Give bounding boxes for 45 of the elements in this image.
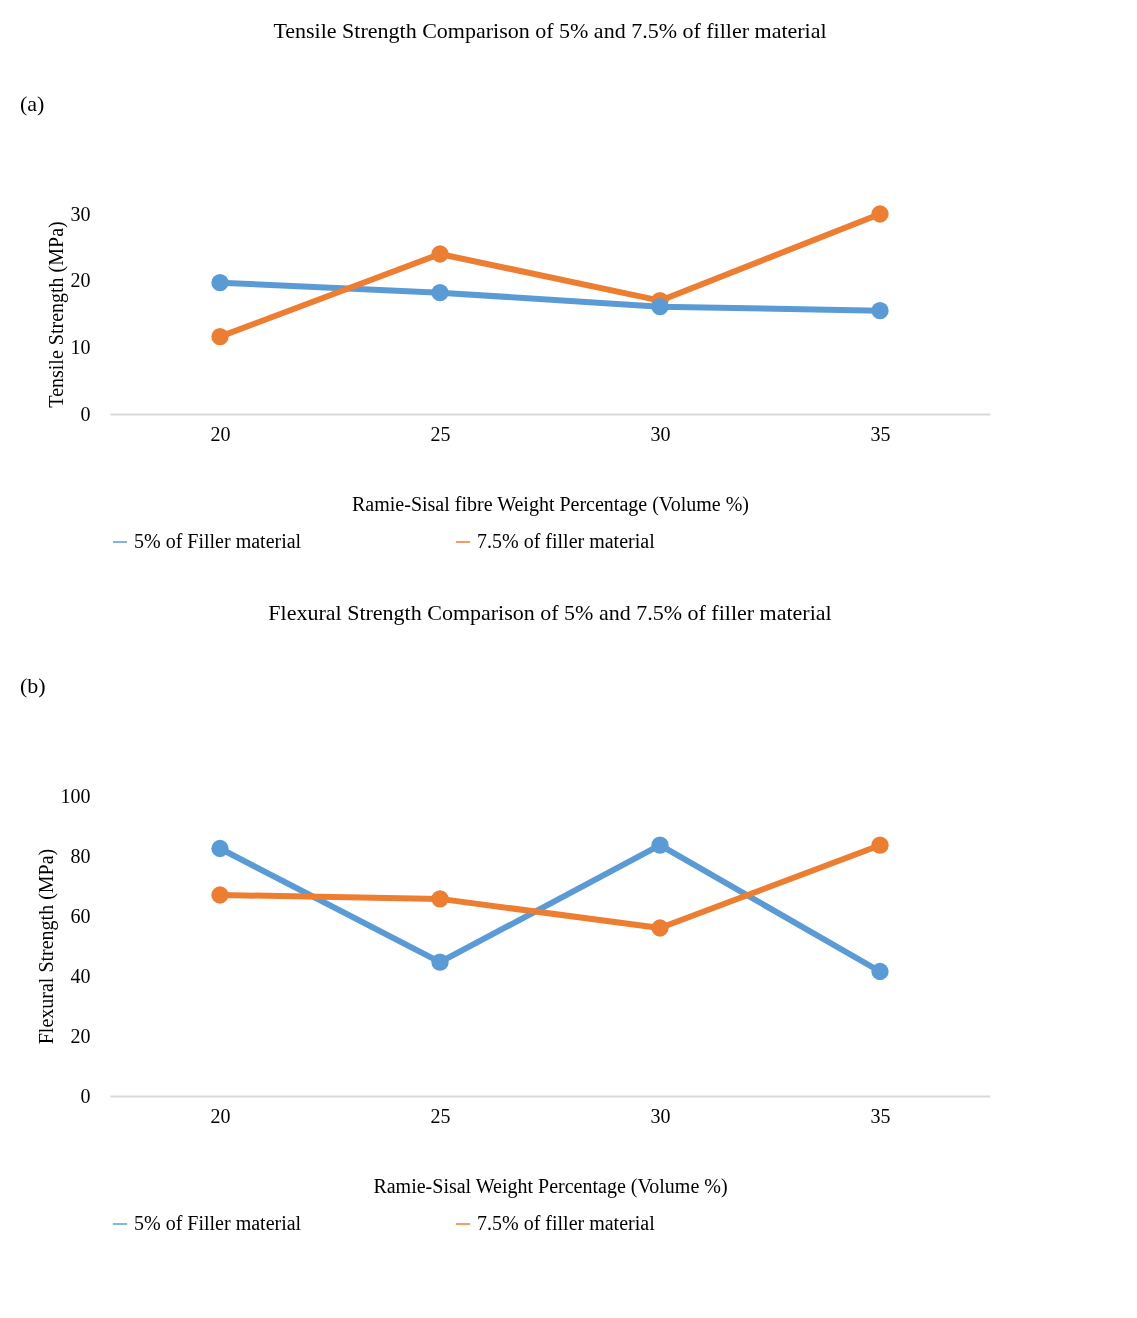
point	[431, 245, 449, 263]
point	[431, 890, 449, 908]
x-tick-label: 25	[430, 422, 451, 445]
legend-label: 5% of Filler material	[134, 1212, 302, 1234]
point	[871, 205, 889, 223]
y-tick-label: 0	[80, 1084, 91, 1107]
point	[871, 836, 889, 854]
point	[211, 839, 229, 858]
legend-label: 7.5% of filler material	[477, 1212, 656, 1234]
point	[211, 274, 229, 292]
y-tick-label: 80	[70, 844, 91, 867]
y-tick-label: 20	[70, 269, 91, 292]
y-tick-label: 30	[70, 202, 91, 225]
point	[651, 836, 669, 854]
point	[651, 919, 669, 937]
x-tick-label: 20	[210, 1104, 231, 1127]
x-axis-title: Ramie-Sisal fibre Weight Percentage (Volume %)	[352, 492, 749, 516]
point	[211, 328, 229, 346]
legend-label: 5% of Filler material	[134, 530, 302, 552]
y-axis-title: Flexural Strength (MPa)	[34, 848, 58, 1045]
y-tick-label: 10	[70, 335, 91, 358]
x-axis-title: Ramie-Sisal Weight Percentage (Volume %)	[373, 1174, 728, 1198]
x-tick-label: 30	[650, 422, 671, 445]
x-tick-label: 35	[870, 422, 891, 445]
legend-label: 7.5% of filler material	[477, 530, 656, 552]
chart-title: Flexural Strength Comparison of 5% and 7.5% of filler material	[268, 600, 832, 625]
x-tick-label: 20	[210, 422, 231, 445]
y-tick-label: 40	[70, 964, 91, 987]
point	[871, 302, 889, 320]
point	[871, 962, 889, 981]
text: (a)	[20, 91, 45, 116]
x-tick-label: 30	[650, 1104, 671, 1127]
text: (b)	[20, 673, 46, 698]
point	[431, 953, 449, 971]
y-tick-label: 20	[70, 1024, 91, 1047]
y-tick-label: 100	[60, 784, 91, 807]
y-tick-label: 0	[80, 402, 91, 425]
y-tick-label: 60	[70, 904, 91, 927]
x-tick-label: 35	[870, 1104, 891, 1127]
x-tick-label: 25	[430, 1104, 451, 1127]
point	[431, 284, 449, 302]
chart-title: Tensile Strength Comparison of 5% and 7.5% of filler material	[273, 18, 827, 43]
point	[651, 298, 669, 316]
y-axis-title: Tensile Strength (MPa)	[44, 221, 68, 408]
point	[211, 886, 229, 904]
